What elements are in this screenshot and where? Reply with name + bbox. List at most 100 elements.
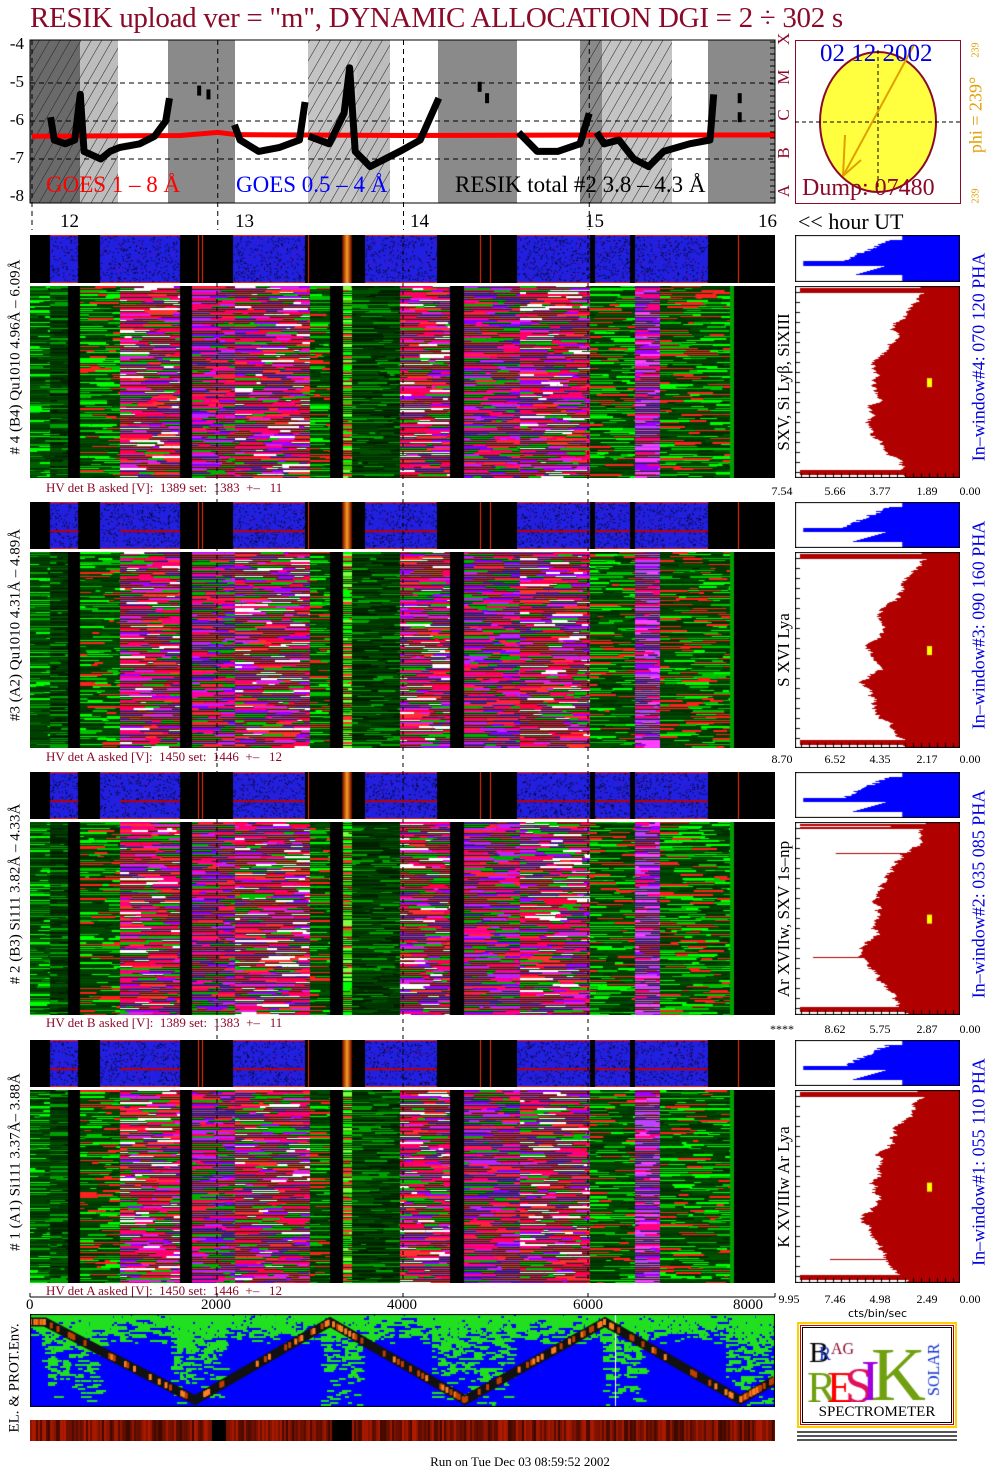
environment-intensity-strip (30, 1420, 775, 1441)
in-window-label: In–window#4: 070 120 PHA (968, 252, 989, 461)
detector-label: # 2 (B3) Si111 3.82Å – 4.33Å (7, 803, 24, 984)
spectrum-time-heatmap (30, 552, 775, 748)
resik-series-segment-3 (516, 112, 593, 155)
hv-status: HV det B asked [V]: 1389 set: 1383 +– 11 (46, 480, 283, 495)
hour-tick-12: 12 (60, 211, 79, 232)
in-window-pha-histogram (795, 502, 960, 548)
hv-status: HV det B asked [V]: 1389 set: 1383 +– 11 (46, 1015, 283, 1030)
hist-axis-tick: 8.70 (771, 752, 793, 766)
in-window-pha-histogram (795, 772, 960, 818)
hour-unit-label: << hour UT (798, 209, 904, 234)
flare-class-M: M (774, 69, 793, 85)
hist-axis-tick: 2.17 (916, 752, 938, 766)
hv-status: HV det A asked [V]: 1450 set: 1446 +– 12 (46, 1283, 283, 1298)
phi-angle: phi = 239° (965, 76, 986, 154)
resik-point (206, 89, 211, 100)
hist-axis-tick: 2.87 (916, 1022, 938, 1036)
detector-label: # 4 (B4) Qu1010 4.96Å – 6.09Å (7, 259, 24, 454)
hist-axis-tick: 7.54 (771, 484, 793, 498)
spectrum-time-heatmap (30, 1090, 775, 1283)
logo-fine-print (797, 1431, 957, 1443)
spectral-lines-label: K XVIIIw Ar Lya (774, 1125, 793, 1248)
detector-label: #3 (A2) Qu1010 4.31Å – 4.89Å (7, 528, 24, 722)
hist-axis-tick: 5.66 (824, 484, 846, 498)
flare-class-B: B (774, 147, 793, 159)
hist-axis-tick: 7.46 (824, 1292, 846, 1306)
in-window-label: In–window#2: 035 085 PHA (968, 789, 989, 998)
detector-label: # 1 (A1) Si111 3.37Å– 3.88Å (7, 1072, 24, 1251)
logo-caption: SPECTROMETER (818, 1404, 936, 1420)
resik-point (197, 85, 202, 96)
in-window-timeline-strip (30, 502, 775, 549)
flare-class-C: C (774, 109, 793, 121)
resik-series-segment-4 (593, 94, 718, 171)
hour-tick-15: 15 (585, 211, 604, 232)
hist-axis-tick: 4.35 (869, 752, 891, 766)
hist-axis-tick: 6.52 (824, 752, 846, 766)
hist-axis-tick: 0.00 (959, 1292, 981, 1306)
resik-series-segment-2 (307, 64, 442, 171)
dump-number: Dump: 07480 (802, 175, 935, 201)
hist-axis-tick: 1.89 (916, 484, 938, 498)
spectral-lines-label: S XVI Lya (774, 613, 793, 687)
spectral-lines-label: SXV, Si Lyβ, SiXIII (774, 313, 793, 451)
phi-small-bottom: 239 (970, 188, 982, 204)
electron-proton-environment-map (30, 1314, 775, 1407)
plot-title: RESIK upload ver = "m", DYNAMIC ALLOCATI… (30, 2, 843, 34)
hist-axis-tick: 8.62 (824, 1022, 846, 1036)
flare-class-X: X (774, 32, 793, 46)
phi-direction-line (842, 44, 915, 177)
spectrum-count-histogram (795, 1090, 960, 1283)
goes-lightcurve-chart (29, 39, 776, 230)
spectrum-time-heatmap (30, 822, 775, 1015)
y-tick-label: -7 (9, 148, 24, 167)
in-window-timeline-strip (30, 235, 775, 283)
resik-logo: SPECTROMETER (797, 1322, 957, 1428)
y-tick-label: -5 (9, 72, 24, 91)
spectrum-count-histogram (795, 552, 960, 748)
in-window-label: In–window#3: 090 160 PHA (968, 520, 989, 730)
observation-date: 02 12 2002 (820, 40, 933, 67)
hist-axis-tick: 2.49 (916, 1292, 938, 1306)
hist-axis-tick: 0.00 (959, 1022, 981, 1036)
x-tick-8000: 8000 (733, 1297, 763, 1313)
in-window-timeline-strip (30, 1040, 775, 1087)
flare-class-A: A (774, 184, 793, 198)
sun-disk-panel (795, 40, 961, 204)
in-window-pha-histogram (795, 235, 960, 282)
y-tick-label: -4 (9, 34, 24, 53)
x-tick-0: 0 (26, 1297, 34, 1313)
hist-axis-tick: 9.95 (778, 1292, 800, 1306)
spectral-lines-label: Ar XVIIw, SXV 1s–np (774, 840, 793, 997)
phi-small-top: 239 (970, 42, 982, 58)
hour-tick-14: 14 (410, 211, 429, 232)
x-tick-4000: 4000 (387, 1297, 417, 1313)
hv-status: HV det A asked [V]: 1450 set: 1446 +– 12 (46, 749, 283, 764)
resik-point (737, 93, 742, 104)
resik-point (737, 112, 742, 123)
orbit-night-band (438, 40, 517, 203)
hist-unit-label: cts/bin/sec (848, 1307, 908, 1320)
y-tick-label: -6 (9, 110, 24, 129)
spectrum-time-heatmap (30, 286, 775, 478)
resik-point (485, 93, 490, 104)
environment-label: EL. & PROT.Env. (6, 1323, 23, 1433)
in-window-timeline-strip (30, 772, 775, 819)
legend-goes-long: GOES 1 – 8 Å (46, 172, 181, 197)
logo-letter-graphic (803, 1328, 951, 1402)
run-timestamp: Run on Tue Dec 03 08:59:52 2002 (430, 1454, 610, 1469)
hist-axis-tick: 3.77 (869, 484, 891, 498)
x-tick-2000: 2000 (201, 1297, 231, 1313)
hour-tick-13: 13 (235, 211, 254, 232)
in-window-label: In–window#1: 055 110 PHA (968, 1057, 989, 1266)
hist-axis-tick: 4.98 (869, 1292, 891, 1306)
spectrum-count-histogram (795, 286, 960, 478)
resik-series-segment-1 (231, 101, 309, 155)
hour-tick-16: 16 (758, 211, 777, 232)
hist-axis-tick: 5.75 (869, 1022, 891, 1036)
hist-axis-tick: 0.00 (959, 484, 981, 498)
in-window-pha-histogram (795, 1040, 960, 1086)
legend-goes-short: GOES 0.5 – 4 Å (236, 172, 388, 197)
hist-axis-tick: 0.00 (959, 752, 981, 766)
